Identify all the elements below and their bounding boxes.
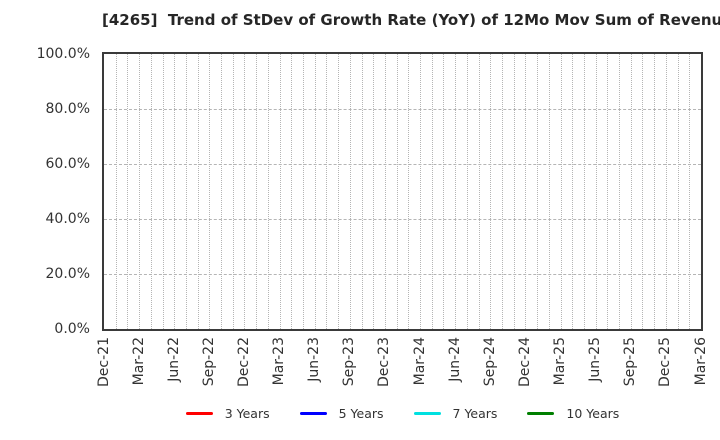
legend-line-swatch (413, 412, 441, 415)
vertical-gridline (244, 54, 246, 329)
vertical-gridline (431, 54, 433, 329)
legend-item-label: 5 Years (338, 406, 384, 421)
vertical-gridline (630, 54, 632, 329)
vertical-gridline (443, 54, 445, 329)
vertical-gridline (408, 54, 410, 329)
x-tick-label: Sep-24 (481, 337, 498, 387)
vertical-gridline (314, 54, 316, 329)
horizontal-gridline (104, 164, 701, 165)
y-tick-label: 20.0% (45, 266, 90, 282)
vertical-gridline (548, 54, 550, 329)
vertical-gridline (139, 54, 141, 329)
vertical-gridline (349, 54, 351, 329)
y-axis-labels: 0.0% 20.0% 40.0% 60.0% 80.0% 100.0% (0, 46, 96, 337)
vertical-gridline (583, 54, 585, 329)
legend-line-swatch (185, 412, 213, 415)
legend-line-swatch (527, 412, 555, 415)
vertical-gridline (607, 54, 609, 329)
vertical-gridline (455, 54, 457, 329)
vertical-gridline (326, 54, 328, 329)
x-tick-label: Mar-24 (411, 337, 428, 386)
vertical-gridline (291, 54, 293, 329)
x-tick-label: Jun-23 (306, 337, 323, 382)
legend-item-3-years: 3 Years (185, 406, 270, 421)
vertical-gridline (338, 54, 340, 329)
x-tick-label: Sep-23 (341, 337, 358, 387)
vertical-gridline (303, 54, 304, 329)
vertical-gridline (490, 54, 492, 329)
vertical-gridline (232, 54, 234, 329)
x-tick-label: Jun-22 (165, 337, 182, 382)
vertical-gridline (115, 54, 117, 329)
vertical-gridline (396, 54, 398, 329)
legend-item-label: 3 Years (224, 406, 270, 421)
x-tick-label: Dec-22 (235, 337, 252, 387)
horizontal-gridline (104, 274, 701, 275)
x-axis-labels: Dec-21 Mar-22 Jun-22 Sep-22 Dec-22 Mar-23 Jun-… (96, 337, 709, 399)
legend-item-10-years: 10 Years (527, 406, 619, 421)
vertical-gridline (502, 54, 503, 329)
x-tick-label: Dec-25 (657, 337, 674, 387)
vertical-gridline (665, 54, 667, 329)
vertical-gridline (127, 54, 129, 329)
vertical-gridline (619, 54, 621, 329)
horizontal-gridline (104, 219, 701, 220)
y-tick-label: 100.0% (36, 46, 90, 62)
vertical-gridline (384, 54, 386, 329)
vertical-gridline (478, 54, 480, 329)
vertical-gridline (537, 54, 539, 329)
plot-area (102, 52, 703, 331)
vertical-gridline (560, 54, 562, 329)
vertical-gridline (162, 54, 164, 329)
y-tick-label: 80.0% (45, 101, 90, 117)
y-tick-label: 0.0% (54, 321, 90, 337)
x-tick-label: Sep-22 (200, 337, 217, 387)
vertical-gridline (373, 54, 375, 329)
x-tick-label: Mar-22 (130, 337, 147, 386)
x-tick-label: Mar-26 (692, 337, 709, 386)
vertical-gridline (654, 54, 656, 329)
vertical-gridline (209, 54, 211, 329)
legend-item-label: 7 Years (452, 406, 498, 421)
x-tick-label: Dec-21 (95, 337, 112, 387)
vertical-gridline (221, 54, 223, 329)
x-tick-label: Mar-25 (552, 337, 569, 386)
vertical-gridline (267, 54, 269, 329)
horizontal-gridline (104, 109, 701, 110)
vertical-gridline (689, 54, 691, 329)
vertical-gridline (197, 54, 199, 329)
x-tick-label: Jun-25 (587, 337, 604, 382)
legend-item-7-years: 7 Years (413, 406, 498, 421)
vertical-gridline (642, 54, 644, 329)
x-tick-label: Jun-24 (446, 337, 463, 382)
chart-title: [4265] Trend of StDev of Growth Rate (Yo… (102, 11, 720, 29)
legend-item-label: 10 Years (566, 406, 620, 421)
vertical-gridline (572, 54, 574, 329)
legend-line-swatch (299, 412, 327, 415)
x-tick-label: Dec-24 (516, 337, 533, 387)
vertical-gridline (420, 54, 422, 329)
x-tick-label: Sep-25 (622, 337, 639, 387)
vertical-gridline (595, 54, 597, 329)
vertical-gridline (361, 54, 363, 329)
vertical-gridline (185, 54, 187, 329)
y-tick-label: 40.0% (45, 211, 90, 227)
vertical-gridline (513, 54, 515, 329)
vertical-gridline (466, 54, 468, 329)
vertical-gridline (279, 54, 281, 329)
vertical-gridline (174, 54, 176, 329)
legend: 3 Years 5 Years 7 Years 10 Years (102, 406, 703, 421)
vertical-gridline (677, 54, 679, 329)
legend-item-5-years: 5 Years (299, 406, 384, 421)
vertical-gridline (150, 54, 152, 329)
vertical-gridline (525, 54, 527, 329)
y-tick-label: 60.0% (45, 156, 90, 172)
x-tick-label: Dec-23 (376, 337, 393, 387)
x-tick-label: Mar-23 (271, 337, 288, 386)
vertical-gridline (256, 54, 258, 329)
